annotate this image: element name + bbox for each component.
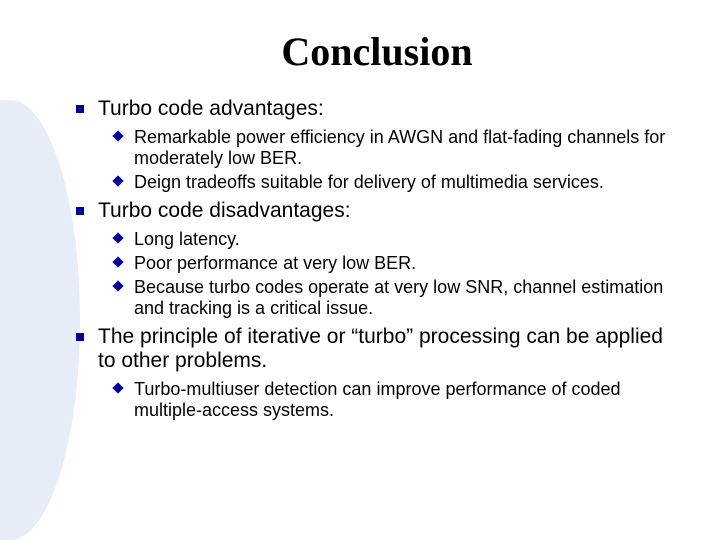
list-item: Because turbo codes operate at very low … — [112, 277, 684, 319]
diamond-bullet-icon — [112, 175, 123, 186]
bullet-list-level2: Turbo-multiuser detection can improve pe… — [98, 379, 684, 421]
bullet-list-level2: Remarkable power efficiency in AWGN and … — [98, 127, 684, 193]
diamond-bullet-icon — [112, 256, 123, 267]
square-bullet-icon — [76, 207, 84, 215]
list-item: Poor performance at very low BER. — [112, 253, 684, 274]
l2-text: Poor performance at very low BER. — [134, 253, 416, 273]
slide-content: Conclusion Turbo code advantages: Remark… — [0, 0, 720, 447]
diamond-bullet-icon — [112, 130, 123, 141]
list-item: The principle of iterative or “turbo” pr… — [70, 325, 684, 421]
l1-text: Turbo code disadvantages: — [98, 199, 351, 222]
list-item: Deign tradeoffs suitable for delivery of… — [112, 172, 684, 193]
list-item: Remarkable power efficiency in AWGN and … — [112, 127, 684, 169]
bullet-list-level1: Turbo code advantages: Remarkable power … — [70, 97, 684, 421]
diamond-bullet-icon — [112, 280, 123, 291]
list-item: Turbo code disadvantages: Long latency. … — [70, 199, 684, 319]
l2-text: Long latency. — [134, 229, 240, 249]
list-item: Long latency. — [112, 229, 684, 250]
slide-title: Conclusion — [70, 28, 684, 75]
l1-text: The principle of iterative or “turbo” pr… — [98, 325, 663, 372]
l2-text: Because turbo codes operate at very low … — [134, 277, 663, 318]
diamond-bullet-icon — [112, 232, 123, 243]
bullet-list-level2: Long latency. Poor performance at very l… — [98, 229, 684, 319]
square-bullet-icon — [76, 333, 84, 341]
list-item: Turbo code advantages: Remarkable power … — [70, 97, 684, 193]
square-bullet-icon — [76, 105, 84, 113]
diamond-bullet-icon — [112, 382, 123, 393]
l2-text: Deign tradeoffs suitable for delivery of… — [134, 172, 604, 192]
list-item: Turbo-multiuser detection can improve pe… — [112, 379, 684, 421]
l2-text: Remarkable power efficiency in AWGN and … — [134, 127, 665, 168]
l2-text: Turbo-multiuser detection can improve pe… — [134, 379, 621, 420]
l1-text: Turbo code advantages: — [98, 97, 324, 120]
